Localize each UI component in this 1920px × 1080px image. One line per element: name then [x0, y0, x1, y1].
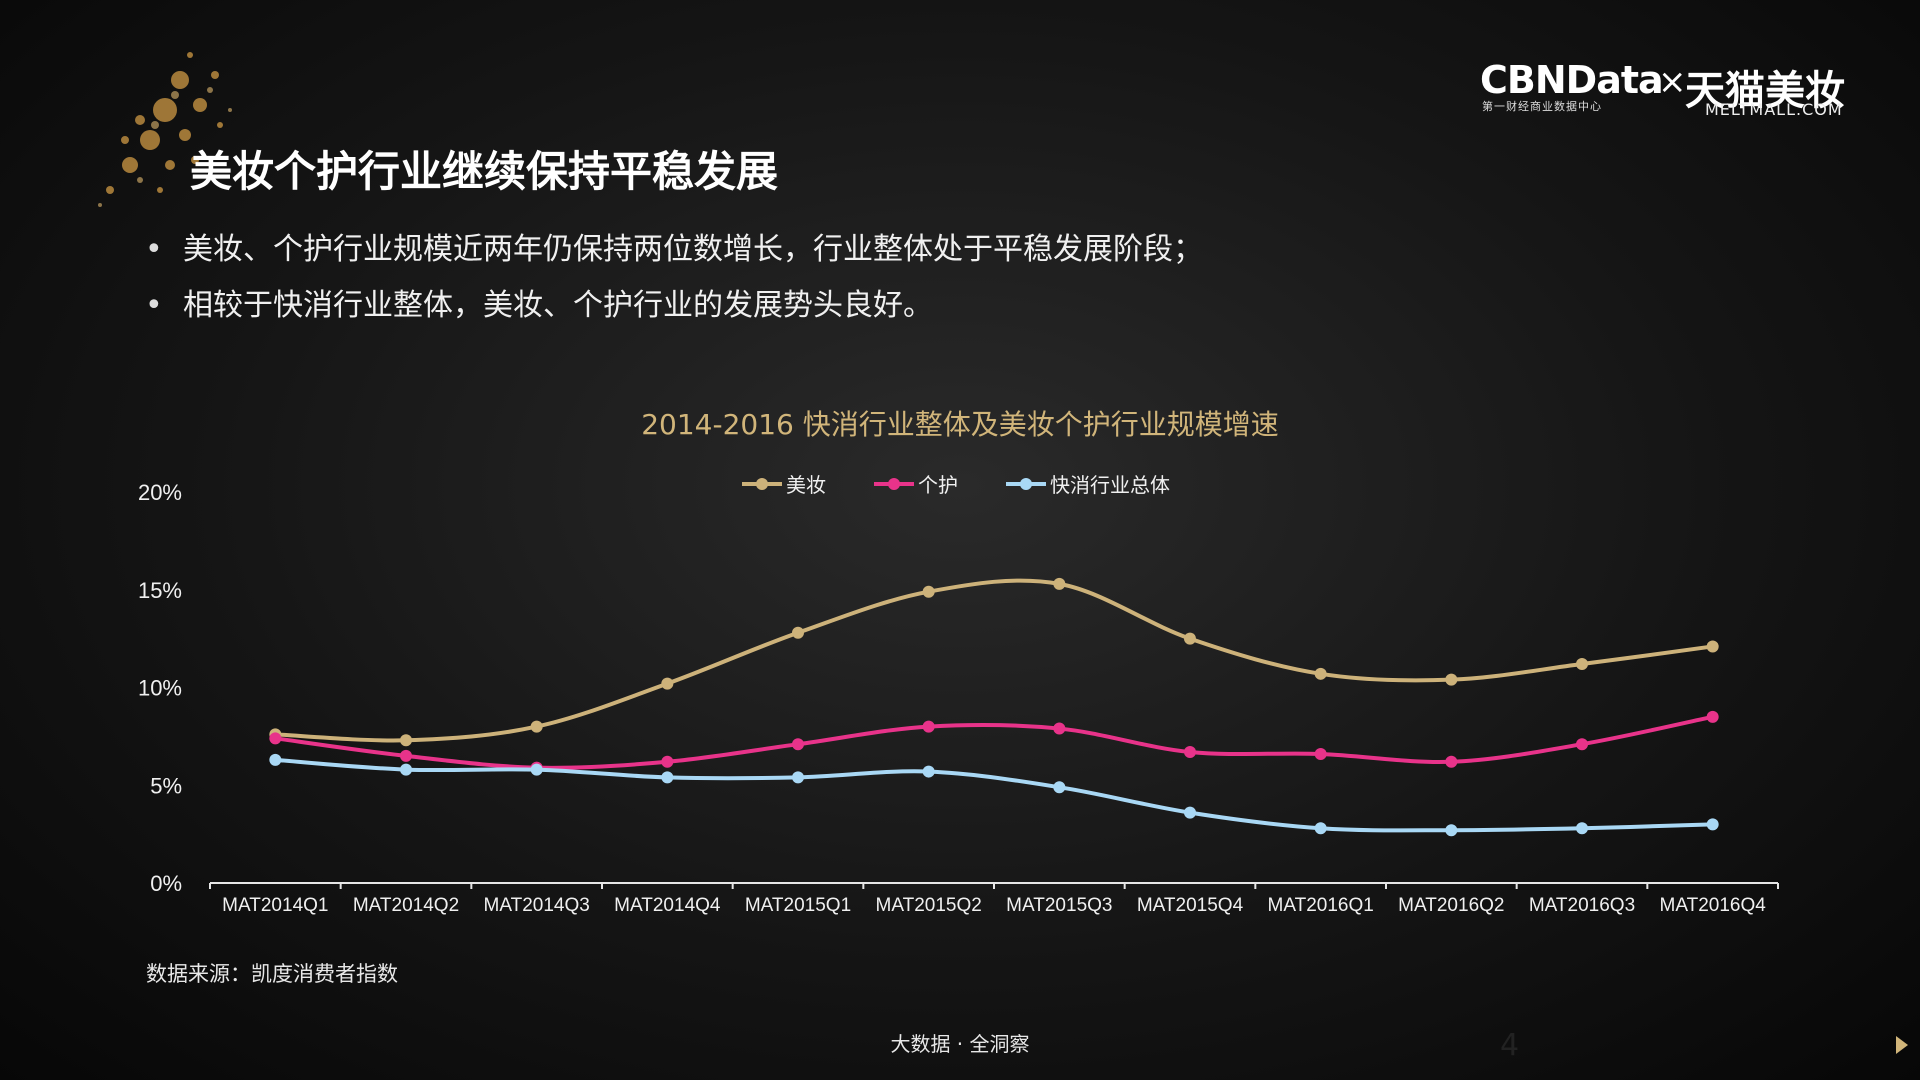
x-tick-label: MAT2014Q4 [614, 895, 721, 916]
data-source: 数据来源：凯度消费者指数 [146, 962, 398, 986]
gold-splash-decoration [98, 52, 232, 207]
data-point [792, 771, 804, 784]
logo-tmall-beauty: 天猫美妆 [1685, 68, 1845, 114]
x-tick-label: MAT2016Q2 [1398, 895, 1504, 916]
data-point [1314, 747, 1327, 760]
legend-swatch-marker [756, 478, 768, 490]
x-tick-label: MAT2015Q1 [745, 895, 851, 916]
y-tick-label: 0% [150, 871, 182, 896]
x-tick-label: MAT2015Q2 [876, 895, 982, 916]
data-point [922, 720, 935, 733]
bullet-item: 美妆、个护行业规模近两年仍保持两位数增长，行业整体处于平稳发展阶段； [145, 222, 1203, 278]
data-point [792, 626, 804, 639]
data-point [1445, 673, 1458, 686]
footer-slogan: 大数据 · 全洞察 [890, 1032, 1030, 1056]
logo-cbndata: CBNData [1480, 58, 1664, 102]
data-point [400, 763, 412, 776]
data-point [269, 732, 282, 745]
data-point [1445, 755, 1458, 768]
data-point [661, 755, 674, 768]
x-tick-label: MAT2014Q3 [484, 895, 590, 916]
page-number: 4 [1500, 1028, 1520, 1063]
data-point [661, 771, 674, 784]
data-point [1184, 806, 1196, 819]
data-point [530, 720, 543, 733]
y-tick-label: 20% [138, 480, 182, 505]
legend-entry: 快消行业总体 [1050, 473, 1170, 497]
chart-title: 2014-2016 快消行业整体及美妆个护行业规模增速 [641, 408, 1279, 441]
data-point [922, 585, 935, 598]
brand-logo: CBNData 第一财经商业数据中心 × 天猫美妆 MELTMALL.COM [1480, 58, 1880, 128]
data-point [1314, 822, 1327, 835]
legend-swatch-marker [888, 478, 900, 490]
data-point [1576, 658, 1588, 671]
x-tick-label: MAT2016Q4 [1660, 895, 1767, 916]
x-tick-label: MAT2015Q3 [1006, 895, 1112, 916]
x-tick-label: MAT2014Q2 [353, 895, 459, 916]
data-point [1184, 632, 1196, 645]
y-tick-label: 15% [138, 578, 182, 603]
page-title: 美妆个护行业继续保持平稳发展 [190, 147, 779, 196]
data-point [1184, 746, 1196, 759]
data-point [530, 763, 543, 776]
y-tick-label: 10% [138, 676, 182, 701]
y-tick-label: 5% [150, 773, 182, 798]
data-point [1706, 710, 1719, 723]
series-line [275, 757, 1713, 833]
legend-entry: 美妆 [786, 473, 826, 497]
data-point [400, 734, 412, 747]
logo-separator: × [1658, 62, 1687, 102]
data-point [1314, 667, 1327, 680]
data-point [1576, 738, 1588, 751]
x-tick-label: MAT2015Q4 [1137, 895, 1244, 916]
data-point [1706, 818, 1719, 831]
legend-swatch-marker [1020, 478, 1032, 490]
bullet-item: 相较于快消行业整体，美妆、个护行业的发展势头良好。 [145, 278, 1203, 334]
data-point [400, 749, 412, 762]
data-point [661, 677, 674, 690]
data-point [792, 738, 804, 751]
data-point [1053, 577, 1066, 590]
data-point [1445, 824, 1458, 837]
data-point [1706, 640, 1719, 653]
series-line [275, 578, 1713, 743]
data-point [922, 765, 935, 778]
data-point [1053, 781, 1066, 794]
bullet-list: 美妆、个护行业规模近两年仍保持两位数增长，行业整体处于平稳发展阶段； 相较于快消… [145, 222, 1203, 334]
logo-cbndata-subtitle: 第一财经商业数据中心 [1482, 100, 1602, 113]
legend-entry: 个护 [918, 473, 958, 497]
logo-tmall-subtitle: MELTMALL.COM [1705, 100, 1843, 119]
next-slide-arrow-icon[interactable] [1896, 1036, 1908, 1054]
data-point [1053, 722, 1066, 735]
data-point [1576, 822, 1588, 835]
x-tick-label: MAT2016Q1 [1268, 895, 1374, 916]
data-point [269, 753, 282, 766]
x-tick-label: MAT2014Q1 [222, 895, 328, 916]
series-line [275, 714, 1714, 770]
x-tick-label: MAT2016Q3 [1529, 895, 1635, 916]
